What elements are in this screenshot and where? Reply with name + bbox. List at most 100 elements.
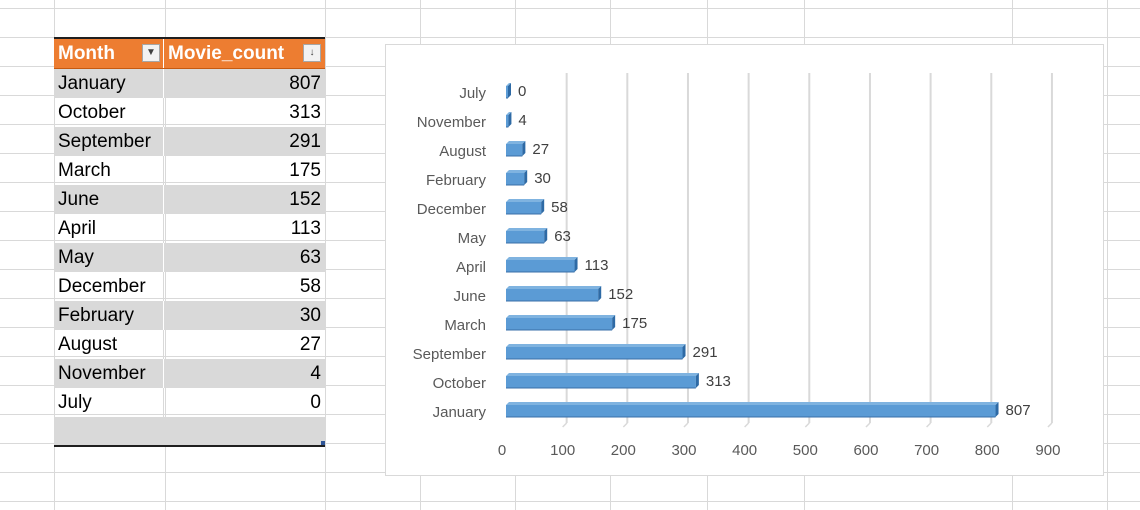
data-label: 113 [585,257,609,274]
month-header-cell[interactable]: Month ▼ [54,39,164,68]
grid-column-line [1107,0,1108,510]
x-gridline-floor [865,422,871,428]
month-cell[interactable]: December [54,272,164,301]
data-label: 63 [554,228,571,245]
bar-side-face [544,228,548,243]
bar [506,289,599,301]
data-label: 807 [1006,402,1031,419]
bar [506,202,542,214]
table-row[interactable]: October 313 [54,98,325,127]
bar-chart[interactable]: 0 100 200 300 400 500 600 700 800 900 July 0 Novembe… [385,44,1104,476]
movie-count-cell[interactable]: 152 [164,185,325,214]
table-row[interactable]: September 291 [54,127,325,156]
x-gridline-floor [744,422,750,428]
table-row[interactable]: July 0 [54,388,325,417]
table-resize-handle[interactable] [321,441,325,445]
month-cell[interactable]: September [54,127,164,156]
table-row[interactable]: February 30 [54,301,325,330]
movie-count-cell[interactable]: 175 [289,160,321,181]
bar [506,318,613,330]
movie-count-header-label: Movie_count [168,43,285,64]
month-cell[interactable]: October [54,98,164,127]
month-cell[interactable]: August [54,330,164,359]
month-cell[interactable]: February [54,301,164,330]
bar-top-face [506,373,699,376]
x-tick-label: 800 [975,442,1000,459]
x-gridline-floor [986,422,992,428]
bar-top-face [506,344,686,347]
bar-side-face [682,344,686,359]
table-header-row: Month ▼ Movie_count ↓ [54,39,325,69]
data-label: 175 [622,315,647,332]
data-label: 313 [706,373,731,390]
movie-count-cell[interactable]: 63 [164,243,325,272]
x-tick-label: 500 [793,442,818,459]
movie-count-cell[interactable]: 27 [299,334,321,355]
month-cell[interactable]: March [54,156,164,185]
month-cell[interactable]: May [54,243,164,272]
grid-row-line [0,37,1140,38]
table-row[interactable]: April 113 [54,214,325,243]
table-row[interactable]: January 807 [54,69,325,98]
month-cell[interactable]: June [54,185,164,214]
movie-count-header-cell[interactable]: Movie_count ↓ [164,39,325,68]
bar-side-face [695,373,699,388]
chart-canvas: 0 100 200 300 400 500 600 700 800 900 July 0 Novembe… [413,73,1060,459]
x-gridline-floor [926,422,932,428]
data-label: 27 [532,141,549,158]
dropdown-arrow-icon[interactable]: ▼ [142,44,160,62]
table-total-row[interactable] [54,417,325,447]
category-label: September [413,346,486,363]
bar [506,376,696,388]
table-body: January 807 October 313 September 291 March 175… [54,69,325,417]
bar-top-face [506,257,578,260]
table-row[interactable]: May 63 [54,243,325,272]
table-row[interactable]: March 175 [54,156,325,185]
x-gridline-floor [804,422,810,428]
month-cell[interactable]: July [54,388,164,417]
movie-count-table[interactable]: Month ▼ Movie_count ↓ January 807 October 3… [54,37,325,447]
bar-top-face [506,402,999,405]
bar-top-face [506,315,616,318]
movie-count-cell[interactable]: 0 [310,392,321,413]
bar [506,231,545,243]
category-label: April [456,259,486,276]
month-cell[interactable]: January [54,69,164,98]
movie-count-cell[interactable]: 58 [299,276,321,297]
movie-count-cell[interactable]: 807 [164,69,325,98]
category-label: January [433,404,487,421]
category-label: July [459,85,486,102]
sort-descending-icon[interactable]: ↓ [303,44,321,62]
table-row[interactable]: November 4 [54,359,325,388]
month-cell[interactable]: November [54,359,164,388]
category-label: November [417,114,486,131]
x-tick-label: 0 [498,442,506,459]
movie-count-cell[interactable]: 313 [289,102,321,123]
x-gridline-floor [622,422,628,428]
data-label: 152 [608,286,633,303]
bar [506,260,575,272]
table-row[interactable]: June 152 [54,185,325,214]
bar-top-face [506,228,548,231]
category-label: March [444,317,486,334]
x-tick-label: 200 [611,442,636,459]
bar-side-face [995,402,999,417]
bar-side-face [524,170,528,185]
table-row[interactable]: August 27 [54,330,325,359]
grid-row-line [0,501,1140,502]
movie-count-cell[interactable]: 4 [164,359,325,388]
month-cell[interactable]: April [54,214,164,243]
movie-count-cell[interactable]: 291 [164,127,325,156]
movie-count-cell[interactable]: 113 [290,218,321,239]
movie-count-cell[interactable]: 30 [164,301,325,330]
category-label: May [458,230,487,247]
category-label: August [439,143,487,160]
data-label: 291 [693,344,718,361]
data-label: 30 [534,170,551,187]
x-tick-label: 400 [732,442,757,459]
table-row[interactable]: December 58 [54,272,325,301]
data-label: 0 [518,83,526,100]
x-tick-label: 100 [550,442,575,459]
bar-top-face [506,112,512,115]
x-gridline-floor [683,422,689,428]
